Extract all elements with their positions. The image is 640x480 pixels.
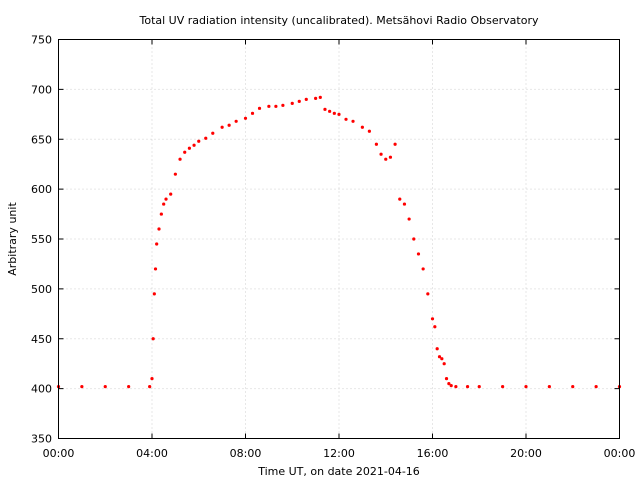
grid: [58, 39, 620, 439]
data-point: [388, 155, 393, 159]
data-point: [197, 139, 201, 143]
data-point: [103, 385, 107, 389]
x-tick-label: 16:00: [417, 447, 449, 460]
data-point: [384, 157, 388, 161]
data-point: [393, 142, 397, 146]
data-point: [501, 385, 505, 389]
data-point: [547, 385, 551, 389]
data-point: [274, 104, 278, 108]
data-point: [80, 385, 84, 389]
data-point: [379, 152, 383, 156]
data-point: [243, 116, 248, 120]
x-tick-label: 04:00: [136, 447, 168, 460]
data-point: [220, 125, 224, 129]
data-point: [204, 136, 208, 140]
data-series: [56, 95, 622, 389]
data-point: [290, 101, 294, 105]
data-point: [454, 385, 458, 389]
data-point: [178, 157, 182, 161]
data-point: [127, 385, 131, 389]
chart-title: Total UV radiation intensity (uncalibrat…: [139, 14, 539, 27]
data-point: [153, 267, 158, 271]
data-point: [524, 385, 528, 389]
data-point: [173, 172, 177, 176]
x-tick-label: 20:00: [510, 447, 542, 460]
data-point: [164, 197, 168, 201]
data-point: [148, 385, 152, 389]
y-tick-label: 550: [31, 233, 52, 246]
data-point: [169, 192, 173, 196]
data-point: [398, 197, 402, 201]
data-point: [328, 109, 332, 113]
data-point: [150, 377, 154, 381]
x-axis: 00:00 04:00 08:00 12:00 16:00 20:00 00:00: [43, 39, 636, 460]
data-point: [442, 362, 446, 366]
data-point: [250, 111, 255, 115]
data-point: [227, 123, 231, 127]
data-point: [437, 355, 442, 359]
data-point: [332, 111, 336, 115]
y-axis-title: Arbitrary unit: [6, 202, 19, 276]
y-tick-label: 400: [31, 383, 52, 396]
data-point: [234, 119, 238, 123]
x-axis-title: Time UT, on date 2021-04-16: [257, 465, 420, 478]
data-point: [318, 95, 322, 99]
data-point: [344, 117, 348, 121]
data-point: [449, 384, 453, 388]
data-point: [360, 125, 364, 129]
data-point: [444, 377, 449, 381]
data-point: [421, 267, 425, 271]
data-point: [314, 96, 318, 100]
data-point: [426, 292, 430, 296]
data-point: [162, 202, 166, 206]
data-point: [192, 143, 196, 147]
data-point: [374, 142, 378, 146]
data-point: [257, 106, 262, 110]
y-tick-label: 600: [31, 183, 52, 196]
data-point: [412, 237, 416, 241]
data-point: [155, 242, 159, 246]
data-point: [594, 385, 598, 389]
data-point: [351, 119, 355, 123]
data-point: [465, 385, 470, 389]
data-point: [571, 385, 575, 389]
data-point: [477, 385, 481, 389]
data-point: [430, 317, 435, 321]
data-point: [447, 382, 451, 386]
data-point: [416, 252, 421, 256]
x-tick-label: 00:00: [604, 447, 636, 460]
data-point: [367, 129, 371, 133]
x-tick-label: 12:00: [323, 447, 355, 460]
y-tick-label: 350: [31, 433, 52, 446]
data-point: [151, 337, 155, 341]
data-point: [183, 150, 187, 154]
y-tick-label: 500: [31, 283, 52, 296]
x-tick-label: 00:00: [43, 447, 75, 460]
data-point: [435, 347, 439, 351]
data-point: [323, 107, 327, 111]
data-point: [159, 212, 163, 216]
data-point: [297, 99, 301, 103]
data-point: [267, 104, 271, 108]
data-point: [152, 292, 156, 296]
y-tick-label: 650: [31, 133, 52, 146]
data-point: [187, 146, 191, 150]
data-point: [402, 202, 407, 206]
data-point: [337, 112, 341, 116]
y-tick-label: 750: [31, 34, 52, 47]
data-point: [440, 357, 444, 361]
data-point: [157, 227, 161, 231]
y-axis: 350 400 450 500 550 600 650 700 750: [31, 34, 620, 446]
y-tick-label: 700: [31, 83, 52, 96]
data-point: [407, 217, 411, 221]
x-tick-label: 08:00: [230, 447, 262, 460]
data-point: [304, 97, 308, 101]
data-point: [211, 131, 215, 135]
data-point: [433, 325, 437, 329]
data-point: [281, 103, 285, 107]
y-tick-label: 450: [31, 333, 52, 346]
